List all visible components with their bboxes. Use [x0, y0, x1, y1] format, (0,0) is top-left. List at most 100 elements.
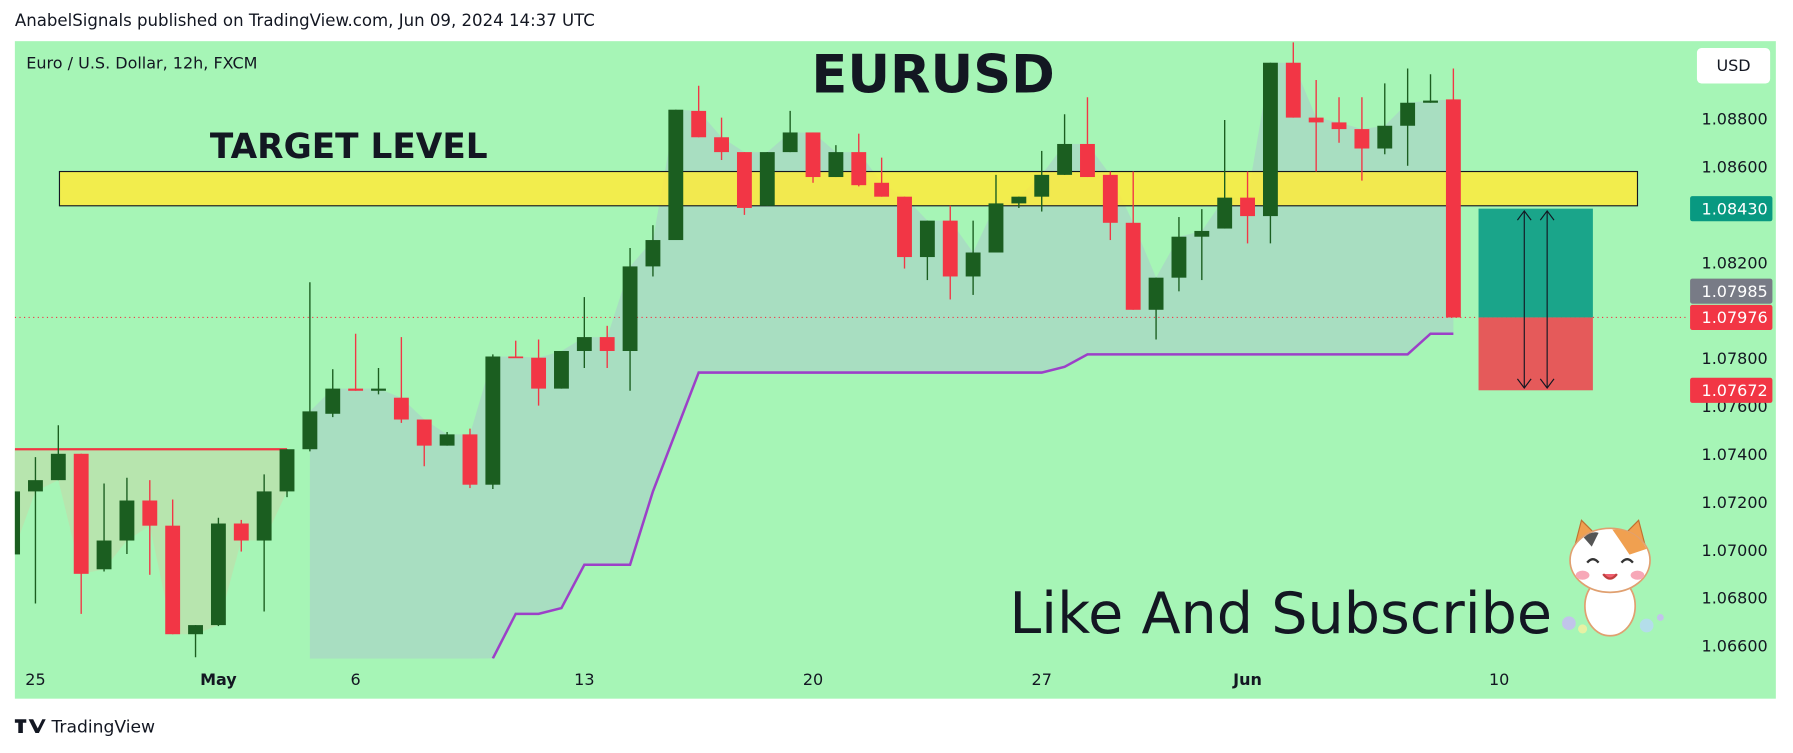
candle-body [1354, 129, 1370, 149]
candle-body [759, 152, 775, 206]
tradingview-logo [14, 719, 46, 733]
x-tick-label: 27 [1032, 670, 1052, 689]
candle-body [1194, 230, 1210, 237]
candle-body [1240, 197, 1255, 217]
candle-body [1171, 236, 1187, 278]
x-tick-label: 10 [1489, 670, 1509, 689]
candle-body [14, 491, 21, 555]
x-tick-label: May [200, 670, 237, 689]
candle-body [188, 625, 203, 635]
candle-body [165, 525, 181, 635]
cat-sticker [1562, 519, 1664, 637]
candle-body [897, 196, 912, 258]
candle-body [531, 357, 547, 389]
candle-body [645, 240, 661, 267]
candle-body [1034, 174, 1050, 197]
candle-body [50, 453, 66, 481]
price-badge [1690, 304, 1773, 331]
trail-line [491, 332, 1454, 659]
candle-body [233, 523, 249, 541]
annotation: Like And Subscribe [1009, 581, 1552, 647]
candle-body [279, 449, 295, 492]
candle-body [1377, 125, 1393, 149]
candle-body [485, 356, 501, 485]
candle-body [782, 132, 798, 153]
y-tick-label: 1.08200 [1702, 253, 1768, 272]
candle-body [805, 132, 821, 178]
candle-body [1217, 197, 1233, 229]
x-tick-label: 20 [803, 670, 823, 689]
candle-body [1262, 62, 1278, 217]
candle-body [325, 388, 341, 414]
price-badge-label: 1.07672 [1702, 381, 1768, 400]
candle-body [142, 500, 158, 526]
price-badge-label: 1.08430 [1702, 199, 1768, 218]
candle-body [942, 220, 958, 277]
candle-body [1423, 100, 1438, 103]
candle-body [119, 500, 135, 541]
target-zone [58, 170, 1639, 207]
candle-body [736, 152, 752, 208]
price-badge-label: 1.07985 [1702, 282, 1768, 301]
candle-body [439, 434, 455, 446]
candle-body [210, 523, 226, 626]
footer-brand: TradingView [50, 717, 155, 737]
x-tick-label: 6 [351, 670, 361, 689]
candle-body [462, 434, 478, 485]
candle-body [28, 480, 43, 492]
publish-header: AnabelSignals published on TradingView.c… [15, 11, 595, 30]
x-tick-label: 13 [574, 670, 594, 689]
candle-body [1400, 102, 1416, 126]
candle-body [508, 356, 524, 359]
candle-body [622, 266, 638, 351]
candle-body [919, 220, 935, 258]
candle-body [1148, 277, 1164, 310]
y-tick-label: 1.07000 [1702, 541, 1768, 560]
candle-body [1011, 196, 1027, 204]
candle-body [1445, 99, 1461, 318]
currency-box[interactable] [1696, 48, 1771, 84]
candle-body [1331, 122, 1347, 130]
price-badge [1690, 278, 1773, 304]
arrow-head [1539, 209, 1555, 389]
y-tick-label: 1.07400 [1702, 445, 1768, 464]
candle-body [988, 203, 1004, 253]
y-tick-label: 1.06600 [1702, 637, 1768, 656]
arrow-head [1516, 209, 1532, 389]
candle-body [1308, 117, 1324, 123]
candle-body [416, 419, 432, 446]
cloud [309, 62, 1454, 659]
candle-body [691, 110, 707, 138]
candle-body [393, 397, 409, 420]
candle-body [1285, 62, 1301, 118]
take-profit-box [1478, 208, 1593, 318]
candle-body [714, 137, 729, 153]
candle-body [1080, 143, 1095, 178]
y-tick-label: 1.08800 [1702, 110, 1768, 129]
candle-body [554, 350, 569, 389]
candle-body [1125, 222, 1141, 310]
currency-label: USD [1716, 56, 1750, 75]
x-tick-label: 25 [25, 670, 45, 689]
chart-title: EURUSD [811, 44, 1054, 105]
candle-body [256, 491, 272, 541]
candle-body [668, 109, 684, 241]
y-tick-label: 1.08600 [1702, 157, 1768, 176]
price-badge [1690, 377, 1773, 403]
y-tick-label: 1.07800 [1702, 349, 1768, 368]
candle-body [874, 182, 890, 197]
price-badge [1690, 196, 1773, 222]
candle-body [348, 388, 364, 391]
candle-body [96, 540, 112, 570]
candle-body [302, 411, 318, 450]
target-label: TARGET LEVEL [210, 127, 488, 167]
symbol-label: Euro / U.S. Dollar, 12h, FXCM [26, 54, 257, 73]
candle-body [371, 388, 386, 391]
candle-body [599, 337, 615, 351]
candle-body [576, 337, 592, 351]
candle-body [965, 252, 981, 277]
x-tick-label: Jun [1232, 670, 1262, 689]
candle-body [851, 152, 867, 186]
